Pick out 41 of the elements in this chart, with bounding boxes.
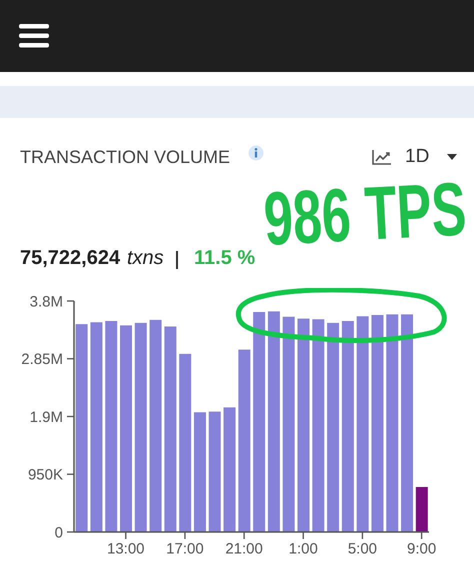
bar bbox=[105, 321, 118, 532]
bar bbox=[312, 319, 324, 532]
bar bbox=[76, 324, 88, 532]
chart-title: TRANSACTION VOLUME bbox=[20, 147, 230, 167]
bar bbox=[401, 314, 414, 532]
bar bbox=[90, 322, 102, 532]
x-tick-label: 1:00 bbox=[288, 540, 318, 558]
bar bbox=[208, 412, 221, 532]
y-tick-label: 0 bbox=[54, 524, 63, 542]
y-tick-label: 950K bbox=[28, 466, 63, 484]
bar bbox=[164, 326, 176, 532]
text: 11.5 % bbox=[194, 247, 256, 269]
bar bbox=[342, 321, 354, 532]
bar bbox=[327, 322, 340, 532]
bar bbox=[371, 314, 384, 532]
text: 986 TPS bbox=[262, 168, 468, 262]
x-tick-label: 17:00 bbox=[166, 540, 204, 558]
bar bbox=[356, 316, 369, 532]
bar bbox=[238, 350, 250, 532]
x-tick-label: 13:00 bbox=[106, 540, 145, 558]
x-tick-label: 9:00 bbox=[407, 540, 436, 558]
text: txns bbox=[127, 247, 164, 269]
y-tick-label: 1.9M bbox=[30, 408, 63, 426]
x-tick-label: 21:00 bbox=[225, 540, 263, 558]
bar bbox=[386, 314, 398, 532]
text: 1D bbox=[405, 146, 430, 167]
bar bbox=[282, 316, 295, 532]
bar bbox=[224, 407, 236, 532]
x-tick-label: 5:00 bbox=[348, 540, 378, 558]
text: 75,722,624 bbox=[20, 247, 120, 269]
bar bbox=[194, 412, 206, 532]
y-tick-label: 2.85M bbox=[21, 351, 63, 368]
bar bbox=[253, 312, 266, 532]
bar bbox=[134, 322, 147, 532]
y-tick-label: 3.8M bbox=[30, 293, 63, 310]
bar bbox=[268, 311, 280, 532]
bar bbox=[416, 487, 428, 532]
bar bbox=[150, 320, 162, 532]
bar bbox=[298, 318, 310, 532]
bar bbox=[120, 325, 132, 532]
bar bbox=[179, 354, 192, 532]
